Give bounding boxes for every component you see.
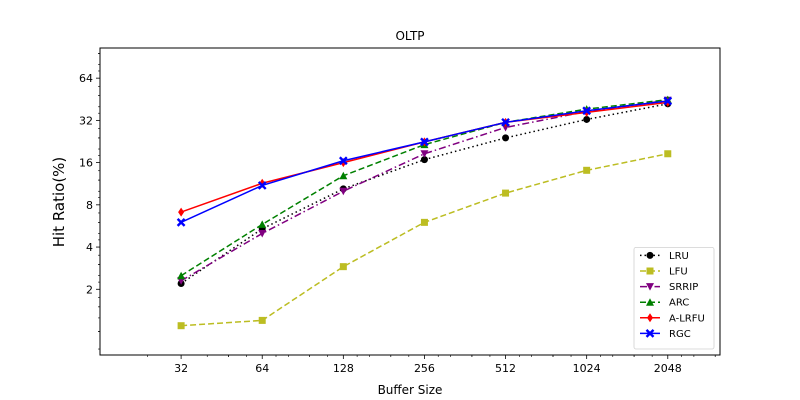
data-point-a-lrfu — [178, 207, 185, 217]
data-point-rgc — [176, 218, 186, 227]
data-point-rgc — [257, 181, 267, 190]
legend-label: LFU — [669, 267, 688, 278]
data-point-lru — [583, 115, 591, 123]
legend-label: A-LRFU — [669, 313, 705, 324]
y-tick-label: 2 — [86, 283, 93, 296]
axes-frame — [99, 47, 721, 356]
data-point-srrip — [339, 187, 348, 196]
series-lfu — [177, 150, 672, 330]
data-point-rgc — [663, 96, 673, 106]
legend-item-arc: ARC — [640, 298, 689, 309]
legend-item-lfu: LFU — [640, 267, 688, 278]
y-tick-label: 4 — [86, 241, 93, 254]
data-point-arc — [339, 171, 348, 180]
legend-item-lru: LRU — [640, 251, 689, 262]
y-tick-label: 32 — [79, 114, 93, 127]
data-point-lfu — [177, 322, 185, 330]
legend-label: RGC — [669, 329, 691, 340]
data-point-lru — [420, 156, 428, 164]
data-point-lfu — [258, 316, 266, 324]
marker-stroke — [645, 329, 655, 338]
legend-marker — [646, 267, 654, 275]
y-tick-label: 16 — [79, 157, 93, 170]
legend-marker — [646, 298, 654, 306]
data-point-rgc — [420, 137, 429, 147]
data-point-lfu — [339, 263, 347, 271]
data-point-arc — [258, 220, 267, 228]
legend-label: SRRIP — [669, 282, 698, 293]
data-point-rgc — [338, 156, 348, 166]
data-point-lfu — [502, 189, 510, 197]
plot-area: 32 64 128 256 512 1024 2048 2 4 8 16 32 64 — [79, 47, 721, 375]
marker-stroke — [582, 106, 592, 116]
y-tick-label: 64 — [79, 72, 93, 85]
legend-marker — [645, 329, 655, 338]
series-rgc — [176, 96, 673, 227]
legend-marker — [646, 283, 654, 291]
x-axis-title: Buffer Size — [378, 383, 443, 397]
y-axis-title: Hit Ratio(%) — [50, 157, 68, 248]
data-point-lru — [502, 134, 510, 142]
data-point-lfu — [583, 166, 591, 174]
marker-stroke — [420, 137, 429, 147]
marker-stroke — [338, 156, 348, 166]
legend-label: LRU — [669, 251, 689, 262]
legend: LRU LFU SRRIP ARC A-LRFU RGC — [633, 246, 715, 350]
x-tick-label: 32 — [174, 362, 188, 375]
data-point-rgc — [501, 117, 510, 127]
legend-item-a-lrfu: A-LRFU — [640, 313, 705, 324]
y-tick-label: 8 — [86, 199, 93, 212]
legend-marker — [647, 313, 653, 323]
data-point-srrip — [420, 150, 429, 158]
legend-item-srrip: SRRIP — [640, 282, 698, 293]
x-tick-label: 64 — [255, 362, 269, 375]
x-tick-label: 256 — [414, 362, 435, 375]
data-point-lfu — [420, 218, 428, 226]
marker-stroke — [501, 117, 510, 127]
marker-stroke — [176, 218, 186, 227]
marker-stroke — [663, 96, 673, 106]
legend-marker — [646, 251, 654, 259]
legend-box — [633, 246, 715, 350]
legend-label: ARC — [669, 298, 689, 309]
data-point-srrip — [258, 229, 267, 238]
chart-title: OLTP — [395, 29, 424, 43]
legend-item-rgc: RGC — [640, 329, 691, 340]
marker-stroke — [257, 181, 267, 190]
x-tick-label: 128 — [333, 362, 354, 375]
data-point-arc — [177, 271, 186, 280]
data-point-lfu — [664, 150, 672, 158]
data-point-rgc — [582, 106, 592, 116]
x-tick-label: 512 — [495, 362, 516, 375]
x-tick-label: 2048 — [654, 362, 682, 375]
x-tick-label: 1024 — [573, 362, 601, 375]
